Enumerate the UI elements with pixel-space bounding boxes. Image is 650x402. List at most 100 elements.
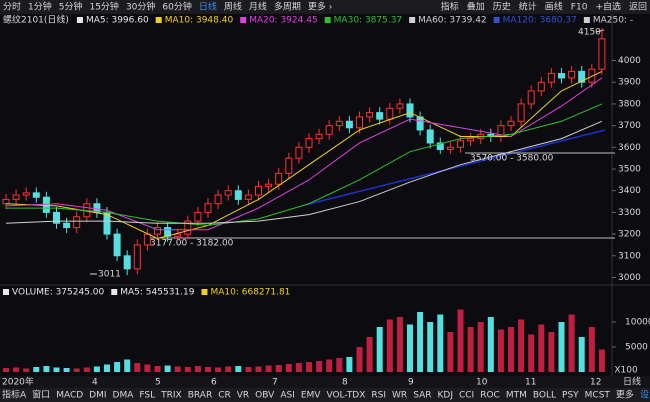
candle-body bbox=[184, 220, 192, 235]
toolbar-button[interactable]: +自选 bbox=[595, 1, 621, 13]
tab[interactable]: 窗口 bbox=[32, 389, 50, 401]
candle-body bbox=[204, 203, 212, 213]
candle-body bbox=[244, 194, 252, 200]
volume-legend-item: VOLUME: 375245.00 bbox=[12, 288, 105, 298]
tab[interactable]: EMV bbox=[301, 391, 321, 401]
volume-bar bbox=[184, 367, 191, 372]
tab[interactable]: VR bbox=[237, 391, 249, 401]
volume-bar bbox=[396, 317, 403, 372]
volume-bar bbox=[578, 337, 585, 372]
y-tick-label: 3800 bbox=[618, 99, 641, 109]
annotation-arrow bbox=[595, 29, 605, 33]
volume-bar bbox=[295, 363, 302, 372]
tab[interactable]: PSY bbox=[562, 391, 579, 401]
tab[interactable]: ROC bbox=[480, 391, 500, 401]
y-tick-label: 3300 bbox=[618, 208, 641, 218]
tab[interactable]: WR bbox=[392, 391, 407, 401]
candle-body bbox=[558, 73, 565, 79]
candle-body bbox=[2, 198, 10, 205]
x-axis-label: 12 bbox=[590, 378, 601, 388]
volume-bar bbox=[437, 314, 444, 372]
legend-item: MA10: 3948.40 bbox=[165, 16, 234, 26]
tab[interactable]: BRAR bbox=[188, 391, 212, 401]
toolbar-button[interactable]: 60分钟 bbox=[162, 1, 191, 13]
legend-swatch bbox=[240, 17, 247, 23]
volume-bar bbox=[3, 368, 9, 372]
volume-bar bbox=[194, 366, 201, 372]
volume-bar bbox=[528, 334, 535, 372]
volume-bar bbox=[43, 366, 50, 372]
candle-body bbox=[446, 146, 454, 150]
toolbar-button[interactable]: 周线 bbox=[224, 1, 242, 13]
legend-swatch bbox=[201, 289, 208, 295]
volume-bar bbox=[598, 349, 605, 372]
candle-body bbox=[143, 233, 151, 246]
tab[interactable]: KDJ bbox=[437, 391, 453, 401]
toolbar-button[interactable]: 日线 bbox=[199, 1, 217, 13]
volume-bar bbox=[154, 366, 161, 372]
toolbar-button[interactable]: 分时 bbox=[3, 1, 21, 13]
volume-unit: X100 bbox=[614, 366, 638, 376]
tab[interactable]: VOL-TDX bbox=[326, 391, 365, 401]
candle-body bbox=[406, 103, 414, 118]
toolbar-button[interactable]: 5分钟 bbox=[59, 1, 83, 13]
tab[interactable]: MTM bbox=[506, 391, 527, 401]
candle-body bbox=[295, 146, 303, 159]
candle-body bbox=[386, 107, 394, 120]
legend-item: MA250: - bbox=[593, 16, 633, 26]
volume-bar bbox=[568, 314, 575, 372]
tab[interactable]: ASI bbox=[280, 391, 295, 401]
x-axis-label: 10 bbox=[476, 378, 488, 388]
y-tick-label: 3700 bbox=[618, 121, 641, 131]
tab[interactable]: BOLL bbox=[533, 391, 556, 401]
candle-body bbox=[578, 70, 586, 83]
tab[interactable]: RSI bbox=[371, 391, 386, 401]
toolbar-button[interactable]: 多周期 bbox=[274, 1, 301, 13]
y-tick-label: 3000 bbox=[618, 273, 641, 283]
legend-swatch bbox=[583, 17, 590, 23]
annotation: 3177.00 - 3182.00 bbox=[150, 239, 234, 249]
y-tick-label: 3200 bbox=[618, 230, 641, 240]
volume-bar bbox=[63, 368, 70, 372]
volume-bar bbox=[144, 364, 151, 372]
volume-legend-item: MA10: 668271.81 bbox=[210, 288, 290, 298]
toolbar-button[interactable]: 1分钟 bbox=[28, 1, 52, 13]
candle-body bbox=[457, 140, 464, 148]
tab[interactable]: DMI bbox=[89, 391, 106, 401]
tab[interactable]: FSL bbox=[139, 391, 155, 401]
toolbar-button[interactable]: 15分钟 bbox=[89, 1, 118, 13]
toolbar-button[interactable]: 返回 bbox=[629, 1, 647, 13]
tab[interactable]: 指标A bbox=[2, 389, 27, 401]
volume-bar bbox=[235, 366, 242, 372]
volume-bar bbox=[205, 367, 211, 372]
volume-bar bbox=[457, 309, 464, 372]
toolbar-button[interactable]: 叠加 bbox=[467, 2, 485, 13]
candle-body bbox=[527, 90, 535, 105]
toolbar-button[interactable]: 更多 › bbox=[308, 1, 332, 13]
tab[interactable]: OBV bbox=[255, 391, 275, 401]
toolbar-button[interactable]: F10 bbox=[571, 3, 588, 13]
volume-bar bbox=[265, 365, 272, 372]
tab[interactable]: TRIX bbox=[160, 391, 182, 401]
legend-item: MA120: 3680.37 bbox=[503, 16, 577, 26]
volume-bar bbox=[316, 361, 323, 372]
tab[interactable]: CCI bbox=[459, 391, 474, 401]
tab[interactable]: SAR bbox=[413, 391, 431, 401]
tab[interactable]: 更多 bbox=[616, 389, 634, 401]
toolbar-button[interactable]: 画线 bbox=[545, 1, 563, 13]
toolbar-button[interactable]: 历史 bbox=[493, 1, 511, 13]
tab[interactable]: MCST bbox=[585, 391, 611, 401]
toolbar-button[interactable]: 指标 bbox=[441, 1, 459, 13]
tab[interactable]: DMA bbox=[113, 391, 135, 401]
tab[interactable]: CR bbox=[218, 391, 231, 401]
toolbar-button[interactable]: 统计 bbox=[519, 1, 537, 13]
volume-bar bbox=[548, 332, 555, 372]
ma-line bbox=[5, 120, 603, 224]
volume-bar bbox=[508, 327, 514, 372]
toolbar-button[interactable]: 30分钟 bbox=[126, 1, 155, 13]
candle-body bbox=[224, 190, 232, 196]
tab[interactable]: MACD bbox=[56, 391, 83, 401]
toolbar-button[interactable]: 月线 bbox=[249, 1, 267, 13]
candle-body bbox=[194, 211, 202, 222]
tab[interactable]: 设置 bbox=[640, 390, 650, 401]
